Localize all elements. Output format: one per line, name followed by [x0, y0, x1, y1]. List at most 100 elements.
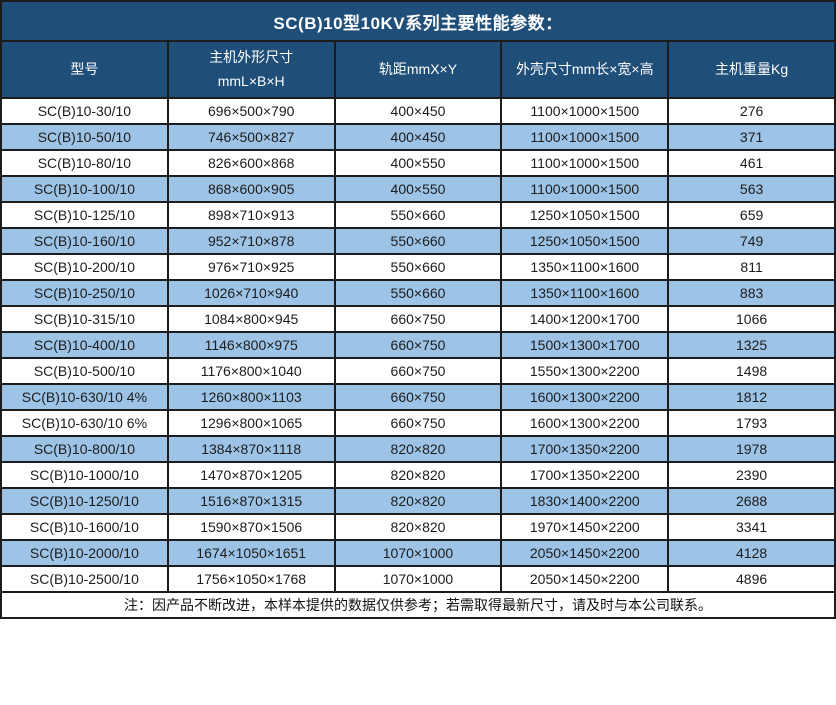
table-cell: 1400×1200×1700 — [500, 305, 670, 333]
table-row: SC(B)10-315/10 1084×800×945 660×750 1400×12… — [0, 305, 836, 333]
footer-note: 注：因产品不断改进，本样本提供的数据仅供参考；若需取得最新尺寸，请及时与本公司联… — [0, 591, 836, 619]
table-cell: 1793 — [667, 409, 836, 437]
table-cell: 746×500×827 — [166, 123, 336, 151]
table-row: SC(B)10-160/10 952×710×878 550×660 1250×105… — [0, 227, 836, 255]
table-cell: 550×660 — [333, 253, 503, 281]
table-cell: SC(B)10-1250/10 — [0, 487, 169, 515]
table-cell: 2390 — [667, 461, 836, 489]
table-cell: 952×710×878 — [166, 227, 336, 255]
table-cell: 4128 — [667, 539, 836, 567]
table-cell: 1100×1000×1500 — [500, 123, 670, 151]
table-cell: 4896 — [667, 565, 836, 593]
table-cell: 1325 — [667, 331, 836, 359]
table-cell: 563 — [667, 175, 836, 203]
table-cell: 1970×1450×2200 — [500, 513, 670, 541]
table-cell: SC(B)10-500/10 — [0, 357, 169, 385]
table-cell: SC(B)10-160/10 — [0, 227, 169, 255]
table-cell: 1700×1350×2200 — [500, 461, 670, 489]
table-cell: 820×820 — [333, 487, 503, 515]
table-cell: 1600×1300×2200 — [500, 383, 670, 411]
table-cell: 1100×1000×1500 — [500, 149, 670, 177]
table-cell: 1498 — [667, 357, 836, 385]
table-cell: 1384×870×1118 — [166, 435, 336, 463]
table-cell: 1146×800×975 — [166, 331, 336, 359]
table-row: SC(B)10-800/10 1384×870×1118 820×820 1700×1… — [0, 435, 836, 463]
table-cell: 2050×1450×2200 — [500, 565, 670, 593]
table-cell: SC(B)10-1600/10 — [0, 513, 169, 541]
table-cell: SC(B)10-2000/10 — [0, 539, 169, 567]
table-row: SC(B)10-200/10 976×710×925 550×660 1350×110… — [0, 253, 836, 281]
table-cell: 400×550 — [333, 175, 503, 203]
table-row: SC(B)10-630/10 6% 1296×800×1065 660×750 160… — [0, 409, 836, 437]
table-cell: SC(B)10-630/10 4% — [0, 383, 169, 411]
table-cell: 1070×1000 — [333, 539, 503, 567]
table-cell: 400×550 — [333, 149, 503, 177]
table-cell: 1070×1000 — [333, 565, 503, 593]
table-row: SC(B)10-1600/10 1590×870×1506 820×820 1970×… — [0, 513, 836, 541]
col-header-main-unit-dimensions: 主机外形尺寸 mmL×B×H — [166, 40, 336, 99]
table-cell: 3341 — [667, 513, 836, 541]
col-header-enclosure-dimensions: 外壳尺寸mm长×宽×高 — [500, 40, 670, 99]
table-cell: 749 — [667, 227, 836, 255]
table-row: SC(B)10-1250/10 1516×870×1315 820×820 1830×… — [0, 487, 836, 515]
table-row: SC(B)10-2500/10 1756×1050×1768 1070×1000 20… — [0, 565, 836, 593]
table-cell: SC(B)10-30/10 — [0, 97, 169, 125]
table-cell: 276 — [667, 97, 836, 125]
table-cell: 660×750 — [333, 331, 503, 359]
table-cell: 1260×800×1103 — [166, 383, 336, 411]
table-row: SC(B)10-250/10 1026×710×940 550×660 1350×11… — [0, 279, 836, 307]
table-cell: 811 — [667, 253, 836, 281]
table-cell: 1350×1100×1600 — [500, 253, 670, 281]
col-header-main-unit-weight: 主机重量Kg — [667, 40, 836, 99]
table-row: SC(B)10-400/10 1146×800×975 660×750 1500×13… — [0, 331, 836, 359]
table-cell: 1550×1300×2200 — [500, 357, 670, 385]
table-cell: 550×660 — [333, 279, 503, 307]
table-cell: 660×750 — [333, 305, 503, 333]
table-cell: SC(B)10-630/10 6% — [0, 409, 169, 437]
table-cell: 976×710×925 — [166, 253, 336, 281]
table-cell: 820×820 — [333, 513, 503, 541]
table-row: SC(B)10-50/10 746×500×827 400×450 1100×1000… — [0, 123, 836, 151]
table-cell: 1026×710×940 — [166, 279, 336, 307]
table-cell: 696×500×790 — [166, 97, 336, 125]
col-header-model: 型号 — [0, 40, 169, 99]
table-row: SC(B)10-80/10 826×600×868 400×550 1100×1000… — [0, 149, 836, 177]
table-head: SC(B)10型10KV系列主要性能参数： 型号 主机外形尺寸 mmL×B×H … — [0, 0, 836, 99]
table-cell: 1250×1050×1500 — [500, 201, 670, 229]
table-cell: 1296×800×1065 — [166, 409, 336, 437]
table-row: SC(B)10-30/10 696×500×790 400×450 1100×1000… — [0, 97, 836, 125]
table-cell: 820×820 — [333, 435, 503, 463]
table-cell: 1084×800×945 — [166, 305, 336, 333]
table-row: SC(B)10-2000/10 1674×1050×1651 1070×1000 20… — [0, 539, 836, 567]
table-cell: 1066 — [667, 305, 836, 333]
table-cell: 1516×870×1315 — [166, 487, 336, 515]
table-cell: SC(B)10-2500/10 — [0, 565, 169, 593]
table-foot: 注：因产品不断改进，本样本提供的数据仅供参考；若需取得最新尺寸，请及时与本公司联… — [0, 591, 836, 619]
header-row: 型号 主机外形尺寸 mmL×B×H 轨距mmX×Y 外壳尺寸mm长×宽×高 主机… — [0, 40, 836, 99]
table-cell: 660×750 — [333, 383, 503, 411]
table-cell: 1100×1000×1500 — [500, 175, 670, 203]
table-title: SC(B)10型10KV系列主要性能参数： — [0, 0, 836, 42]
table-cell: 1100×1000×1500 — [500, 97, 670, 125]
table-cell: 2050×1450×2200 — [500, 539, 670, 567]
table-cell: 868×600×905 — [166, 175, 336, 203]
table-cell: SC(B)10-200/10 — [0, 253, 169, 281]
table-cell: SC(B)10-100/10 — [0, 175, 169, 203]
table-cell: 1500×1300×1700 — [500, 331, 670, 359]
table-cell: 820×820 — [333, 461, 503, 489]
table-cell: SC(B)10-1000/10 — [0, 461, 169, 489]
table-cell: SC(B)10-80/10 — [0, 149, 169, 177]
table-row: SC(B)10-1000/10 1470×870×1205 820×820 1700×… — [0, 461, 836, 489]
table-cell: 1350×1100×1600 — [500, 279, 670, 307]
table-cell: SC(B)10-250/10 — [0, 279, 169, 307]
table-cell: 659 — [667, 201, 836, 229]
table-cell: 1250×1050×1500 — [500, 227, 670, 255]
table-cell: 1830×1400×2200 — [500, 487, 670, 515]
table-body: SC(B)10-30/10 696×500×790 400×450 1100×1000… — [0, 97, 836, 593]
table-cell: 660×750 — [333, 357, 503, 385]
table-cell: 883 — [667, 279, 836, 307]
table-row: SC(B)10-630/10 4% 1260×800×1103 660×750 160… — [0, 383, 836, 411]
table-cell: 1978 — [667, 435, 836, 463]
table-row: SC(B)10-125/10 898×710×913 550×660 1250×105… — [0, 201, 836, 229]
table-cell: 660×750 — [333, 409, 503, 437]
